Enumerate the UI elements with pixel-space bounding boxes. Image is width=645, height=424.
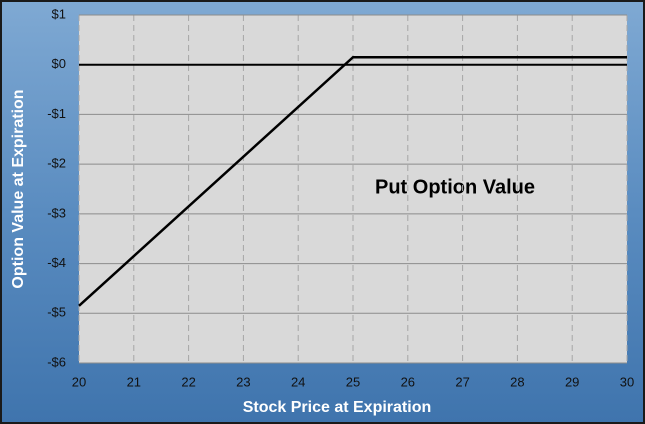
- y-tick-label: -$3: [47, 205, 66, 220]
- line-series: [78, 56, 627, 307]
- x-tick-label: 26: [401, 374, 415, 389]
- x-tick-label: 27: [455, 374, 469, 389]
- y-tick-label: $1: [52, 6, 66, 21]
- x-tick-label: 21: [127, 374, 141, 389]
- x-tick-label: 29: [565, 374, 579, 389]
- x-tick-label: 30: [620, 374, 634, 389]
- y-tick-label: -$2: [47, 156, 66, 171]
- x-tick-label: 22: [181, 374, 195, 389]
- y-axis-title: Option Value at Expiration: [10, 89, 27, 288]
- y-tick-label: -$6: [47, 354, 66, 369]
- x-tick-label: 20: [72, 374, 86, 389]
- x-tick-label: 24: [291, 374, 305, 389]
- x-tick-label: 25: [346, 374, 360, 389]
- y-tick-label: -$4: [47, 255, 66, 270]
- x-tick-label: 28: [510, 374, 524, 389]
- y-tick-label: -$1: [47, 106, 66, 121]
- y-tick-label: $0: [52, 56, 66, 71]
- annotation: Put Option Value: [375, 176, 535, 198]
- x-tick-label: 23: [236, 374, 250, 389]
- y-tick-label: -$5: [47, 305, 66, 320]
- x-axis-title: Stock Price at Expiration: [243, 399, 432, 416]
